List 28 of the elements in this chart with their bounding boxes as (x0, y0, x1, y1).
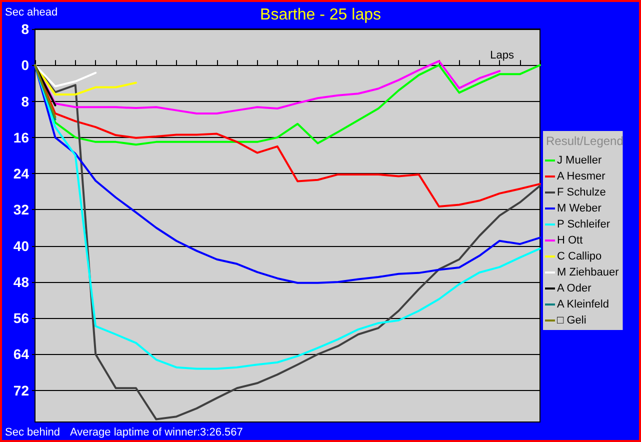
y-tick-label: 24 (13, 166, 30, 182)
y-tick-label: 72 (13, 382, 30, 398)
legend-label: A Oder (557, 282, 592, 294)
y-tick-label: 32 (13, 202, 30, 218)
legend-label: F Schulze (557, 186, 606, 198)
legend-label: M Ziehbauer (557, 266, 620, 278)
text: Sec behind (5, 426, 60, 438)
legend-label: A Kleinfeld (557, 298, 609, 310)
legend-label: J Mueller (557, 154, 602, 166)
y-tick-label: 0 (21, 57, 30, 74)
legend-label: M Weber (557, 202, 602, 214)
y-tick-label: 64 (13, 346, 30, 362)
legend-label: C Callipo (557, 250, 602, 262)
y-axis-title: Sec ahead (5, 6, 58, 18)
line-series (34, 64, 97, 88)
legend-label: □ Geli (557, 314, 586, 326)
legend-label: P Schleifer (557, 218, 610, 230)
legend-label: A Hesmer (557, 170, 606, 182)
chart-title: Bsarthe - 25 laps (260, 6, 381, 24)
y-tick-label: 48 (13, 274, 30, 290)
y-tick-label: 8 (21, 21, 30, 37)
x-axis-title: Laps (490, 50, 514, 62)
y-tick-label: 56 (13, 310, 30, 326)
y-tick-label: 16 (13, 129, 30, 146)
legend-label: H Ott (557, 234, 583, 246)
text: Average laptime of winner:3:26.567 (70, 426, 243, 438)
y-tick-label: 8 (21, 93, 30, 110)
y-tick-label: 40 (13, 238, 30, 254)
